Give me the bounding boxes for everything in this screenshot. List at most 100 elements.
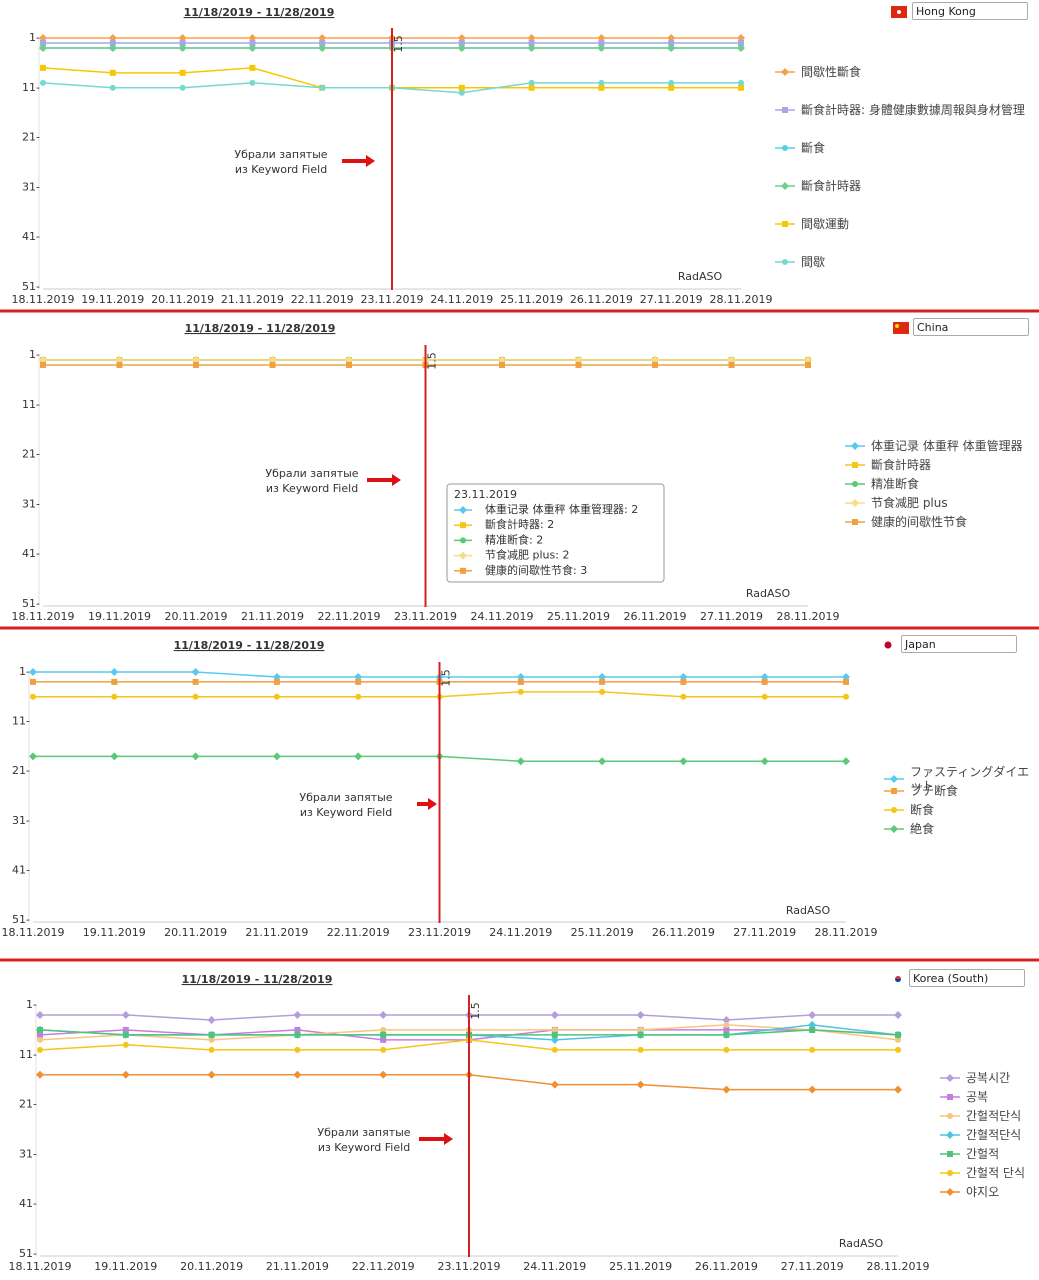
point <box>668 39 675 46</box>
legend-swatch <box>845 462 865 468</box>
watermark: RadASO <box>786 904 831 917</box>
point <box>781 68 789 76</box>
x-tick-label: 26.11.2019 <box>652 926 715 939</box>
legend-item: 간혈적단식 <box>940 1128 1039 1142</box>
point <box>652 361 658 368</box>
x-tick-label: 18.11.2019 <box>9 1260 72 1273</box>
y-tick-label: 1- <box>29 348 40 361</box>
point <box>208 1036 215 1043</box>
point <box>760 757 769 766</box>
point <box>193 361 199 368</box>
legend-label: 斷食計時器: 身體健康數據周報與身材管理 <box>801 103 1025 117</box>
legend-label: 間歇 <box>801 255 826 269</box>
legend-swatch <box>940 1094 960 1100</box>
legend-item: 健康的间歇性节食 <box>845 515 1035 529</box>
x-tick-label: 25.11.2019 <box>500 293 563 306</box>
tooltip-item: 精准断食: 2 <box>485 532 543 546</box>
x-tick-label: 27.11.2019 <box>781 1260 844 1273</box>
x-tick-label: 25.11.2019 <box>571 926 634 939</box>
x-tick-label: 26.11.2019 <box>570 293 633 306</box>
point <box>37 1036 43 1043</box>
point <box>946 1074 954 1082</box>
point <box>110 752 119 761</box>
point <box>527 43 536 52</box>
point <box>667 43 676 52</box>
point <box>852 462 858 468</box>
point <box>179 69 186 76</box>
y-tick-label: 41- <box>22 547 40 560</box>
point <box>809 1046 816 1053</box>
point <box>597 43 606 52</box>
point <box>40 64 46 71</box>
country-select[interactable]: China <box>913 318 1029 336</box>
point <box>192 693 199 700</box>
point <box>122 1026 129 1033</box>
y-tick-label: 1- <box>26 998 37 1011</box>
point <box>895 1036 901 1043</box>
legend-swatch <box>845 442 865 450</box>
x-tick-label: 23.11.2019 <box>408 926 471 939</box>
legend-label: 야지오 <box>966 1185 1000 1199</box>
y-tick-label: 51- <box>19 1247 37 1260</box>
chart-title: 11/18/2019 - 11/28/2019 <box>182 973 333 986</box>
flag <box>884 641 892 649</box>
point <box>269 361 276 368</box>
point <box>293 1010 302 1019</box>
point <box>293 1070 302 1079</box>
tooltip-item: 斷食計時器: 2 <box>485 517 554 531</box>
point <box>550 1080 559 1089</box>
y-tick-label: 21- <box>22 448 40 461</box>
point <box>598 84 605 91</box>
y-tick-label: 21- <box>19 1098 37 1111</box>
x-tick-label: 22.11.2019 <box>291 293 354 306</box>
point <box>737 43 745 52</box>
point <box>891 788 897 794</box>
point <box>294 1046 301 1053</box>
point <box>843 693 849 700</box>
legend-swatch <box>775 145 795 151</box>
legend-item: 断食 <box>884 803 1034 817</box>
point <box>249 39 256 46</box>
legend-label: 体重记录 体重秤 体重管理器 <box>871 439 1023 453</box>
y-tick-label: 11- <box>19 1048 37 1061</box>
x-tick-label: 20.11.2019 <box>165 610 228 623</box>
legend-label: 공복시간 <box>966 1071 1011 1085</box>
legend-label: 斷食 <box>801 141 826 155</box>
point <box>355 693 362 700</box>
legend-swatch <box>775 182 795 190</box>
point <box>272 752 281 761</box>
x-tick-label: 28.11.2019 <box>867 1260 930 1273</box>
point <box>761 678 768 685</box>
legend-swatch <box>845 499 865 507</box>
select-value: Japan <box>905 638 936 651</box>
release-label: 1.5 <box>440 669 453 687</box>
y-tick-label: 1- <box>29 31 40 44</box>
annotation: Убрали запятые <box>265 467 358 480</box>
point <box>379 1070 388 1079</box>
y-tick-label: 51- <box>22 280 40 293</box>
x-tick-label: 19.11.2019 <box>94 1260 157 1273</box>
x-tick-label: 19.11.2019 <box>81 293 144 306</box>
legend-label: 간헐적 <box>966 1147 1000 1161</box>
point <box>598 39 605 46</box>
annotation: из Keyword Field <box>266 482 358 495</box>
country-select[interactable]: Korea (South) <box>909 969 1025 987</box>
x-tick-label: 20.11.2019 <box>180 1260 243 1273</box>
point <box>895 1031 901 1038</box>
point <box>723 1021 730 1028</box>
legend-item: プチ断食 <box>884 784 1034 798</box>
legend-item: 間歇運動 <box>775 217 1027 231</box>
country-select[interactable]: Hong Kong <box>912 2 1028 20</box>
point <box>207 1070 216 1079</box>
legend-swatch <box>884 825 904 833</box>
point <box>851 442 859 450</box>
legend-swatch <box>775 259 795 265</box>
point <box>722 1015 731 1024</box>
point <box>121 1010 130 1019</box>
point <box>723 1031 730 1038</box>
select-value: Hong Kong <box>916 5 976 18</box>
point <box>108 43 117 52</box>
country-select[interactable]: Japan <box>901 635 1017 653</box>
legend-label: 断食 <box>910 803 935 817</box>
